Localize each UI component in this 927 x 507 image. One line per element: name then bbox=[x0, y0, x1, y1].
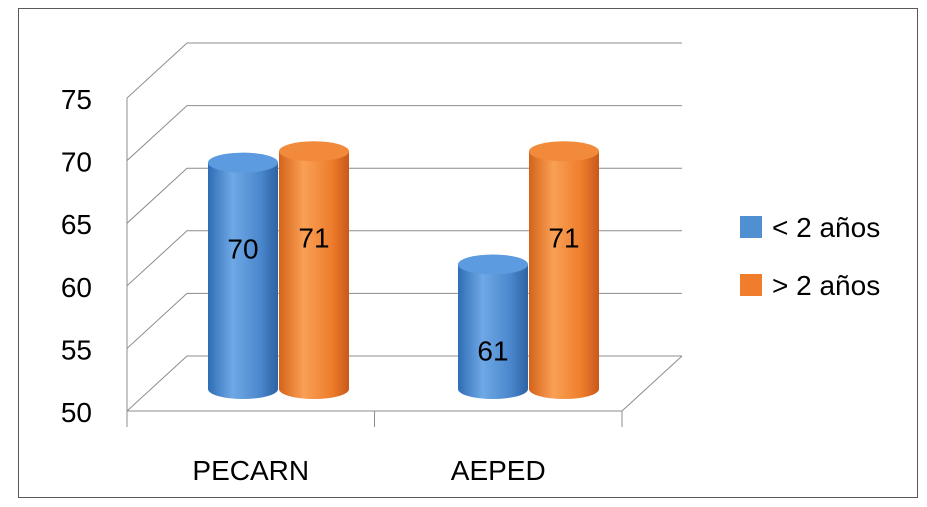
bar bbox=[279, 141, 349, 399]
legend-swatch bbox=[740, 216, 762, 238]
gridline bbox=[126, 230, 682, 287]
gridline bbox=[126, 167, 682, 224]
chart-frame bbox=[18, 8, 918, 498]
bar-layer bbox=[208, 141, 599, 399]
y-tick-label: 75 bbox=[61, 84, 92, 115]
legend-label: > 2 años bbox=[772, 270, 880, 301]
legend: < 2 años > 2 años bbox=[740, 212, 880, 301]
bar bbox=[458, 254, 528, 399]
data-label: 71 bbox=[298, 222, 329, 253]
y-tick-label: 50 bbox=[61, 397, 92, 428]
bar bbox=[529, 141, 599, 399]
legend-swatch bbox=[740, 274, 762, 296]
data-label: 61 bbox=[477, 335, 508, 366]
x-tick-label: AEPED bbox=[451, 455, 546, 486]
gridline bbox=[126, 42, 682, 99]
y-tick-label: 65 bbox=[61, 209, 92, 240]
label-layer: 50 55 60 65 70 75 70 71 PECARN 61 71 AEPED bbox=[61, 84, 580, 486]
floor-edge bbox=[621, 355, 683, 412]
data-label: 71 bbox=[548, 222, 579, 253]
legend-label: < 2 años bbox=[772, 212, 880, 243]
gridline bbox=[126, 105, 682, 161]
y-tick-label: 55 bbox=[61, 334, 92, 365]
y-tick-label: 70 bbox=[61, 147, 92, 178]
bar bbox=[208, 152, 278, 399]
data-label: 70 bbox=[227, 234, 258, 265]
x-tick-label: PECARN bbox=[192, 455, 309, 486]
y-tick-label: 60 bbox=[61, 272, 92, 303]
